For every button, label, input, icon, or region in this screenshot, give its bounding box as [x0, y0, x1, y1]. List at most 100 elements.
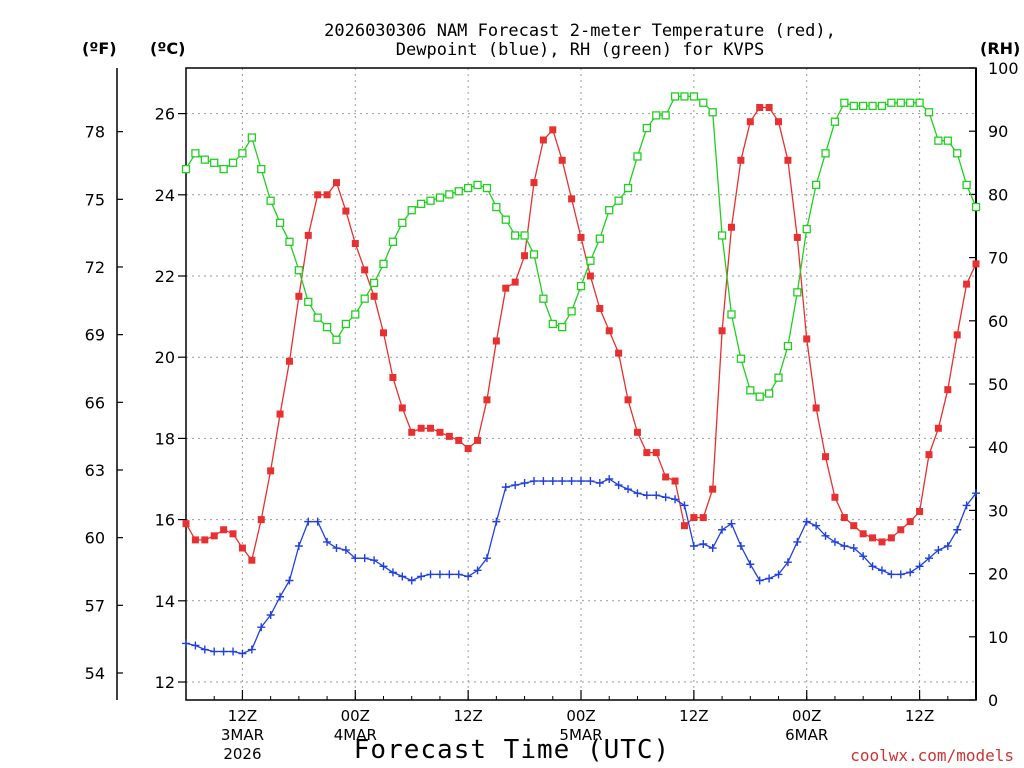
rh-tick-label: 40	[988, 438, 1008, 457]
rh-point	[793, 288, 802, 297]
dewpoint-point	[718, 525, 727, 534]
temperature-point	[238, 544, 246, 552]
dewpoint-point	[727, 519, 736, 528]
dewpoint-point	[605, 475, 614, 483]
dewpoint-point	[924, 554, 933, 563]
temperature-point	[624, 396, 632, 404]
dewpoint-point	[407, 576, 416, 585]
rh-point	[228, 158, 238, 167]
dewpoint-point	[887, 570, 896, 579]
rh-point	[294, 266, 304, 275]
rh-point	[463, 183, 473, 193]
rh-point	[238, 149, 247, 158]
x-tick-label: 12Z	[453, 707, 482, 725]
rh-point	[736, 354, 746, 363]
rh-point	[529, 250, 539, 259]
dewpoint-point	[398, 572, 407, 581]
dewpoint-point	[445, 570, 454, 579]
dewpoint-point	[896, 570, 905, 579]
rh-point	[473, 180, 482, 190]
fahrenheit-tick-label: 78	[85, 123, 105, 142]
temperature-point	[633, 428, 641, 436]
rh-point	[896, 98, 905, 107]
temperature-point	[530, 179, 538, 187]
temperature-point	[558, 156, 566, 164]
temperature-point	[916, 507, 924, 515]
fahrenheit-tick-label: 66	[85, 393, 105, 412]
rh-point	[275, 218, 285, 227]
grid-lines	[186, 68, 976, 700]
temperature-point	[812, 404, 820, 412]
rh-point	[680, 92, 689, 101]
temperature-point	[897, 526, 905, 534]
rh-tick-label: 60	[988, 312, 1008, 331]
rh-axis-label: (RH)	[980, 39, 1020, 58]
rh-tick-label: 100	[988, 59, 1019, 78]
rh-point	[332, 335, 341, 344]
temperature-point	[351, 240, 359, 248]
rh-tick-label: 90	[988, 122, 1008, 141]
rh-point	[304, 297, 313, 306]
dewpoint-point	[943, 541, 952, 550]
temperature-point	[539, 136, 547, 144]
rh-point	[934, 136, 943, 145]
rh-point	[689, 92, 699, 101]
rh-point	[811, 180, 821, 190]
dewpoint-point	[652, 491, 661, 500]
dewpoint-point	[511, 481, 520, 490]
celsius-tick-label: 26	[155, 105, 175, 124]
dewpoint-point	[341, 546, 350, 555]
temperature-point	[605, 327, 613, 335]
temperature-point	[831, 493, 839, 501]
dewpoint-point	[332, 544, 341, 553]
celsius-tick-label: 20	[155, 348, 175, 367]
temperature-point	[398, 404, 406, 412]
celsius-ticks: 12 14 16 18 20 22 24 26	[155, 105, 186, 692]
temperature-point	[201, 536, 209, 544]
rh-point	[586, 256, 595, 265]
temperature-point	[944, 386, 952, 394]
temperature-point	[690, 514, 698, 522]
dewpoint-point	[191, 641, 200, 650]
dewpoint-point	[783, 558, 792, 567]
rh-point	[605, 206, 614, 215]
celsius-tick-label: 24	[155, 186, 175, 205]
dewpoint-point	[285, 576, 294, 585]
dewpoint-point	[313, 517, 322, 526]
temperature-point	[370, 292, 378, 300]
temperature-point	[775, 118, 783, 126]
dewpoint-point	[454, 570, 463, 579]
temperature-point	[464, 445, 472, 453]
rh-point	[830, 117, 840, 126]
rh-ticks: 0 10 20 30 40 50 60 70 80 90 100	[969, 59, 1019, 710]
temperature-point	[323, 191, 331, 199]
dewpoint-point	[793, 537, 802, 546]
temperature-point	[474, 436, 482, 444]
x-tick-label: 00Z	[566, 707, 595, 725]
rh-tick-label: 10	[988, 628, 1008, 647]
rh-point	[379, 259, 388, 269]
dewpoint-point	[859, 552, 868, 561]
dewpoint-point	[229, 647, 238, 656]
temperature-point	[295, 292, 303, 300]
dewpoint-point	[802, 517, 811, 526]
rh-point	[181, 164, 191, 174]
dewpoint-point	[435, 570, 444, 579]
x-tick-label: 12Z	[905, 707, 934, 725]
dewpoint-point	[595, 479, 604, 488]
dewpoint-point	[200, 645, 209, 654]
x-tick-label: 00Z	[341, 707, 370, 725]
temperature-point	[878, 538, 886, 546]
rh-point	[322, 322, 332, 332]
dewpoint-point	[501, 483, 510, 492]
rh-point	[746, 386, 755, 395]
temperature-point	[746, 118, 754, 126]
dewpoint-point	[304, 517, 313, 526]
rh-point	[699, 98, 708, 107]
dewpoint-point	[633, 489, 642, 498]
dewpoint-point	[567, 477, 576, 486]
rh-point	[567, 307, 576, 316]
x-tick-label: 00Z	[792, 707, 821, 725]
dewpoint-point	[520, 479, 529, 488]
